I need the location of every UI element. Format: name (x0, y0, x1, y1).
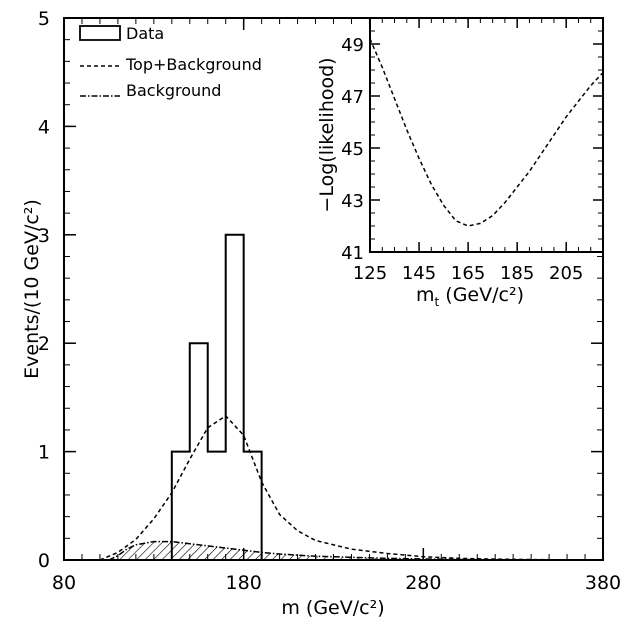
background-hatched-area (108, 541, 532, 560)
legend-swatch-data (79, 25, 121, 41)
inset-y-axis-title: −Log(likelihood) (316, 57, 338, 212)
inset-y-tick-label: 45 (341, 139, 364, 160)
inset-y-tick-label: 43 (341, 191, 364, 212)
legend-label-top-background: Top+Background (125, 55, 262, 74)
inset-x-tick-label: 205 (549, 263, 583, 284)
inset-y-tick-label: 41 (341, 243, 364, 264)
main-y-tick-label: 2 (38, 333, 50, 355)
inset-x-tick-label: 165 (451, 263, 485, 284)
inset-x-tick-label: 185 (500, 263, 534, 284)
main-y-tick-label: 1 (38, 442, 50, 464)
inset-x-tick-label: 145 (402, 263, 436, 284)
inset-y-tick-label: 49 (341, 35, 364, 56)
main-x-tick-label: 80 (52, 572, 76, 594)
main-x-tick-label: 180 (226, 572, 262, 594)
legend-label-data: Data (126, 24, 164, 43)
inset-y-tick-label: 47 (341, 87, 364, 108)
main-y-tick-label: 5 (38, 8, 50, 30)
inset-x-axis-title: mt (GeV/c²) (416, 284, 524, 309)
main-y-axis-title: Events/(10 GeV/c²) (21, 199, 43, 379)
inset-background (370, 18, 603, 252)
legend: Data Top+Background Background (79, 24, 262, 100)
main-x-axis-title: m (GeV/c²) (281, 597, 384, 619)
legend-label-background: Background (126, 81, 221, 100)
main-y-tick-label: 3 (38, 225, 50, 247)
main-x-tick-label: 280 (405, 572, 441, 594)
data-histogram (170, 233, 263, 560)
inset-x-tick-label: 125 (353, 263, 387, 284)
inset-likelihood-plot: 41 43 45 47 49 125 145 165 185 205 mt (GeV/c²) −L… (316, 17, 604, 309)
main-y-tick-label: 4 (38, 116, 50, 138)
main-x-tick-label: 380 (585, 572, 621, 594)
top-plus-background-curve (99, 414, 604, 561)
main-y-tick-label: 0 (38, 550, 50, 572)
